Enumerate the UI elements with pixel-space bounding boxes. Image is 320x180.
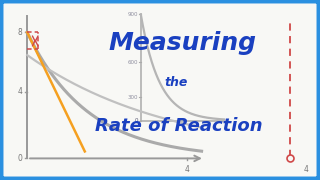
Text: Rate of Reaction: Rate of Reaction: [95, 117, 263, 135]
Text: 4: 4: [18, 87, 22, 96]
Text: 0: 0: [18, 154, 22, 163]
Text: the: the: [164, 76, 188, 89]
Text: 300: 300: [128, 95, 138, 100]
Text: 900: 900: [128, 12, 138, 17]
Text: 600: 600: [128, 60, 138, 65]
Text: Measuring: Measuring: [108, 31, 256, 55]
Text: 8: 8: [18, 28, 22, 37]
Text: 4: 4: [303, 165, 308, 174]
Text: 0: 0: [135, 118, 138, 123]
Text: 4: 4: [185, 165, 190, 174]
Text: 0: 0: [135, 118, 138, 123]
